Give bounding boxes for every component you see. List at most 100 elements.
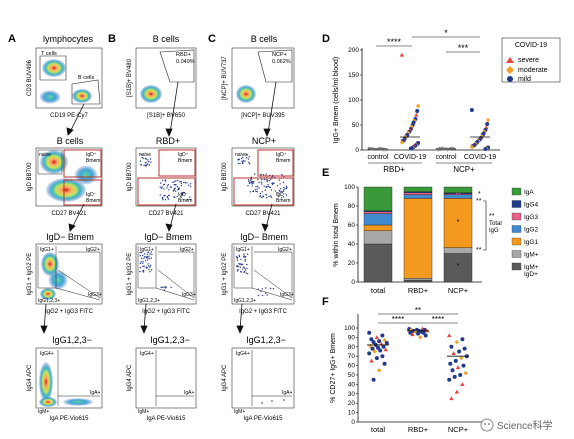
- f-severe-point: [447, 333, 452, 338]
- gate-igg2-a: IgG2+: [86, 247, 100, 253]
- flow-event: [265, 173, 267, 175]
- axis-x-c1: [NCP]+ BUV395: [241, 113, 285, 119]
- flow-event: [170, 286, 172, 289]
- e-bar-segment: [403, 278, 433, 281]
- f-ylabel: % CD27+ IgG+ Bmem: [330, 333, 337, 403]
- flow-event: [258, 187, 260, 189]
- f-moderate-point: [463, 370, 468, 376]
- flow-plot-c2: naive IgD⁺ Bmem IgD⁻ Bmem CD27 BV421 IgD B…: [222, 147, 295, 217]
- gate-rbd: RBD+: [176, 52, 191, 58]
- flow-event: [248, 156, 250, 158]
- flow-event: [161, 179, 164, 182]
- e-bar-segment: [443, 198, 473, 248]
- flow-event: [183, 192, 185, 194]
- panel-letter-f: F: [322, 296, 329, 308]
- flow-event: [186, 198, 189, 201]
- flow-event: [140, 261, 142, 263]
- flow-event: [261, 191, 263, 193]
- flow-event: [142, 265, 144, 268]
- arrows-r2: [68, 203, 273, 232]
- flow-event: [244, 267, 246, 269]
- axis-x-c3: IgG2 + IgG3 FITC: [239, 309, 288, 315]
- flow-event: [255, 186, 257, 188]
- gate-iga-a: IgA+: [90, 390, 101, 396]
- flow-event: [148, 258, 151, 260]
- flow-event: [143, 257, 145, 259]
- flow-event: [165, 287, 167, 289]
- flow-event: [139, 267, 142, 269]
- d-legend-title: COVID-19: [515, 42, 547, 49]
- f-sig-2: ****: [432, 315, 444, 324]
- flow-event: [181, 193, 184, 195]
- flow-event: [147, 161, 150, 163]
- e-bar-segment: [363, 224, 393, 231]
- flow-event: [236, 256, 239, 259]
- flow-event: [244, 256, 246, 258]
- e-legend-label: IgA: [524, 189, 534, 196]
- flow-event: [151, 253, 153, 255]
- flow-event: [161, 186, 163, 188]
- flow-event: [173, 196, 176, 199]
- panel-letter-c: C: [208, 33, 216, 45]
- flow-event: [146, 253, 148, 256]
- flow-event: [277, 192, 279, 194]
- axis-y-b1: [S1B]+ BV480: [127, 58, 133, 97]
- flow-event: [172, 181, 174, 183]
- flow-event: [241, 160, 243, 163]
- flow-event: [282, 190, 284, 192]
- flow-event: [249, 191, 252, 193]
- flow-event: [247, 179, 250, 181]
- flow-event: [189, 185, 192, 188]
- gate-igg3-a: IgG3+: [88, 292, 102, 298]
- e-legend-label: IgG1: [524, 239, 538, 246]
- e-bar-segment: [363, 211, 393, 214]
- f-severe-point: [451, 351, 456, 355]
- f-mild-point: [382, 361, 387, 366]
- row3-title-c: IgD− Bmem: [240, 232, 288, 242]
- e-ytick: 60: [348, 222, 356, 229]
- flow-plot-a2: naive IgD⁺ Bmem IgD⁻ Bmem CD27 BV421 IgD B…: [27, 147, 103, 217]
- flow-event: [268, 186, 270, 188]
- e-sig-4: *: [457, 263, 460, 270]
- flow-event: [265, 194, 268, 196]
- flow-event: [261, 288, 264, 290]
- f-severe-point: [383, 347, 388, 352]
- flow-event: [146, 267, 148, 269]
- f-moderate-point: [372, 349, 377, 354]
- f-mild-point: [384, 341, 389, 346]
- flow-event: [242, 266, 245, 268]
- axis-x-a3: IgG2 + IgG3 FITC: [45, 309, 94, 315]
- flow-event: [167, 184, 170, 186]
- flow-event: [148, 255, 150, 257]
- d-moderate-point: [485, 117, 491, 123]
- flow-event: [149, 266, 151, 268]
- flow-event: [264, 189, 266, 191]
- f-mild-point: [448, 361, 453, 366]
- flow-event: [268, 180, 271, 182]
- flow-event: [238, 255, 241, 258]
- e-xtick-0: total: [371, 286, 386, 295]
- flow-event: [285, 194, 288, 196]
- row4-title-b: IgG1,2,3−: [150, 335, 190, 345]
- f-mild-point: [377, 339, 382, 344]
- flow-event: [145, 165, 148, 167]
- flow-event: [282, 181, 285, 183]
- e-ytick: 20: [348, 260, 356, 267]
- d-xtick-3: COVID-19: [464, 154, 496, 161]
- flow-event: [257, 179, 259, 181]
- d-legend-mild-marker: [507, 76, 513, 82]
- flow-event: [168, 194, 170, 196]
- f-mild-point: [376, 345, 380, 350]
- d-moderate-point: [469, 144, 475, 150]
- flow-event: [259, 192, 262, 195]
- flow-event: [282, 196, 285, 198]
- flow-event: [245, 269, 247, 271]
- flow-event: [142, 157, 144, 159]
- flow-event: [159, 194, 161, 196]
- flow-event: [175, 180, 177, 182]
- flow-event: [240, 258, 242, 261]
- e-bar-segment: [363, 230, 393, 245]
- flow-event: [264, 292, 267, 294]
- flow-event: [188, 184, 190, 186]
- flow-event: [237, 265, 240, 268]
